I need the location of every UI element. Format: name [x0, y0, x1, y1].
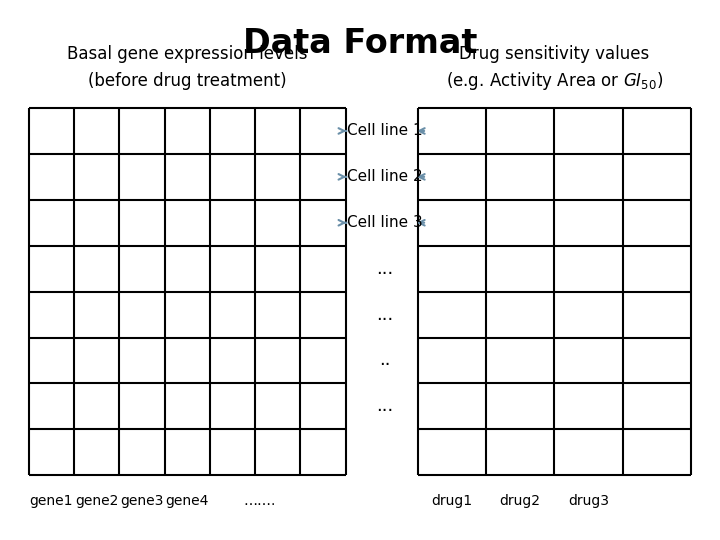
- Text: (e.g. Activity Area or $GI_{50}$): (e.g. Activity Area or $GI_{50}$): [446, 70, 663, 92]
- Text: Data Format: Data Format: [243, 27, 477, 60]
- Text: …….: …….: [243, 494, 276, 508]
- Text: gene3: gene3: [120, 494, 163, 508]
- Text: drug1: drug1: [431, 494, 472, 508]
- Text: Drug sensitivity values: Drug sensitivity values: [459, 45, 649, 63]
- Text: Basal gene expression levels: Basal gene expression levels: [67, 45, 307, 63]
- Text: ..: ..: [379, 352, 391, 369]
- Text: gene1: gene1: [30, 494, 73, 508]
- Text: ...: ...: [377, 260, 394, 278]
- Text: Cell line 1: Cell line 1: [347, 124, 423, 138]
- Text: Cell line 3: Cell line 3: [347, 215, 423, 230]
- Text: ...: ...: [377, 306, 394, 323]
- Text: gene4: gene4: [166, 494, 209, 508]
- Text: drug2: drug2: [500, 494, 541, 508]
- Text: Cell line 2: Cell line 2: [347, 170, 423, 184]
- Text: gene2: gene2: [75, 494, 118, 508]
- Text: ...: ...: [377, 397, 394, 415]
- Text: drug3: drug3: [568, 494, 609, 508]
- Text: (before drug treatment): (before drug treatment): [88, 72, 287, 90]
